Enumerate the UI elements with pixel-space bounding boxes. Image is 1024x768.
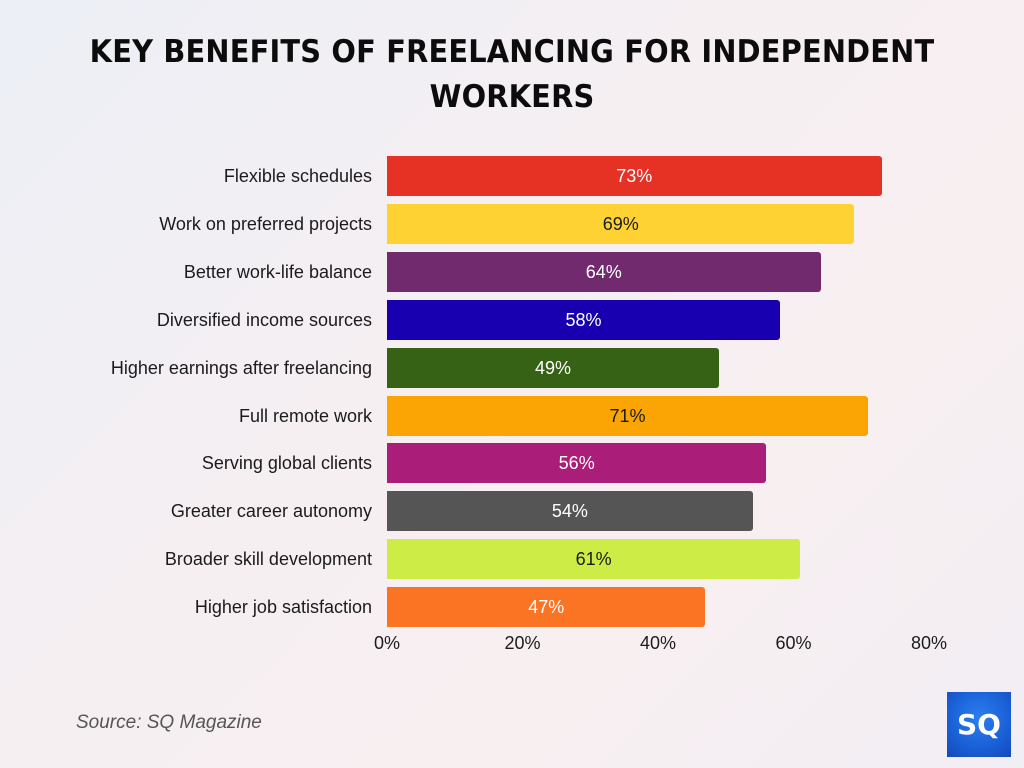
bar-row: Full remote work 71%	[0, 395, 1024, 436]
bar-row: Work on preferred projects 69%	[0, 203, 1024, 244]
bar-row: Higher earnings after freelancing 49%	[0, 347, 1024, 388]
bar-row: Better work-life balance 64%	[0, 251, 1024, 292]
category-label: Full remote work	[238, 405, 372, 426]
category-label: Higher job satisfaction	[194, 597, 372, 618]
category-label: Work on preferred projects	[159, 213, 372, 234]
bar-value-label: 47%	[528, 597, 565, 618]
bar-value-label: 61%	[575, 549, 612, 570]
category-label: Diversified income sources	[156, 309, 372, 330]
x-tick-label: 80%	[910, 633, 948, 653]
bar-value-label: 64%	[585, 261, 622, 282]
category-label: Flexible schedules	[223, 166, 372, 186]
bar-value-label: 54%	[551, 501, 588, 522]
bar-value-label: 73%	[616, 166, 653, 186]
category-label: Greater career autonomy	[170, 501, 372, 522]
category-label: Broader skill development	[164, 549, 372, 570]
bar: 73%	[387, 156, 882, 196]
bar: 71%	[387, 395, 869, 436]
bar: 54%	[387, 491, 753, 532]
bar: 49%	[387, 347, 719, 388]
bar: 47%	[387, 587, 706, 628]
bar-row: Flexible schedules 73%	[0, 156, 1024, 196]
x-tick-label: 20%	[504, 633, 541, 653]
sq-logo: SQ	[947, 692, 1011, 757]
x-tick-label: 40%	[639, 633, 677, 653]
bar-value-label: 69%	[602, 213, 639, 234]
source-note: Source: SQ Magazine	[76, 712, 262, 733]
bar: 61%	[387, 539, 801, 580]
bar: 64%	[387, 251, 821, 292]
category-label: Serving global clients	[201, 453, 372, 474]
category-label: Better work-life balance	[183, 261, 372, 282]
chart-title-line-2: WORKERS	[429, 79, 595, 115]
bar-value-label: 58%	[565, 309, 602, 330]
bar-value-label: 49%	[534, 357, 571, 378]
bar: 58%	[387, 299, 780, 340]
bar-row: Diversified income sources 58%	[0, 299, 1024, 340]
bar-row: Higher job satisfaction 47%	[0, 587, 1024, 628]
x-tick-label: 0%	[373, 633, 401, 653]
chart-title: KEY BENEFITS OF FREELANCING FOR INDEPEND…	[36, 30, 988, 120]
category-label: Higher earnings after freelancing	[110, 357, 372, 378]
bar-row: Greater career autonomy 54%	[0, 491, 1024, 532]
bar: 69%	[387, 203, 855, 244]
bar-row: Serving global clients 56%	[0, 443, 1024, 484]
chart-title-line-1: KEY BENEFITS OF FREELANCING FOR INDEPEND…	[89, 34, 935, 70]
bar-value-label: 71%	[609, 405, 646, 426]
bar-row: Broader skill development 61%	[0, 539, 1024, 580]
x-tick-label: 60%	[775, 633, 812, 653]
bar: 56%	[387, 443, 767, 484]
bar-value-label: 56%	[558, 453, 595, 474]
